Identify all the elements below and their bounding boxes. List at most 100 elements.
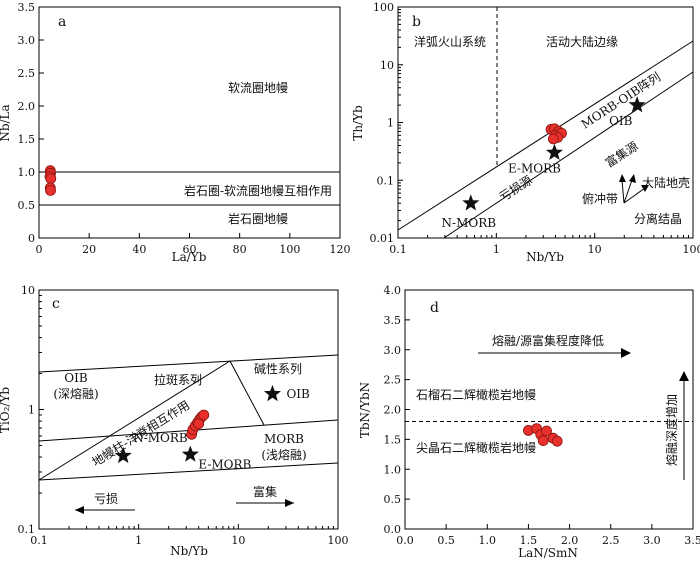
x-tick-label: 0.1 bbox=[389, 243, 407, 256]
x-tick-label: 100 bbox=[279, 243, 300, 256]
y-tick-label: 2.5 bbox=[18, 67, 36, 80]
y-tick-label: 1.0 bbox=[384, 463, 402, 476]
y-tick-label: 1.5 bbox=[384, 433, 402, 446]
y-tick-label: 3.0 bbox=[18, 34, 36, 47]
panel-b-array-lower bbox=[443, 71, 694, 239]
panel-b-vectors bbox=[619, 174, 649, 204]
x-tick-label: 100 bbox=[328, 534, 349, 547]
panel-c-arrows bbox=[75, 499, 294, 514]
sample-point bbox=[551, 435, 563, 447]
y-tick-label: 10 bbox=[21, 284, 35, 297]
sample-point bbox=[198, 409, 210, 421]
panel-c-ann-morb: MORB bbox=[264, 432, 304, 446]
panel-b-ann-subduction: 俯冲带 bbox=[582, 191, 618, 206]
sample-point bbox=[547, 133, 559, 145]
panel-a-ann-interaction: 岩石圈-软流圈地幔互相作用 bbox=[184, 183, 332, 198]
y-tick-label: 2.0 bbox=[384, 404, 402, 417]
panel-a-xlabel: La/Yb bbox=[172, 250, 207, 264]
panel-a-reference-lines bbox=[39, 171, 340, 206]
panel-b-ylabel: Th/Yb bbox=[351, 105, 365, 141]
panel-d-ann-melting: 熔融/源富集程度降低 bbox=[492, 333, 604, 348]
panel-c-xlabel: Nb/Yb bbox=[170, 544, 208, 558]
x-tick-label: 0 bbox=[36, 243, 43, 256]
reference-star-label: OIB bbox=[286, 387, 310, 401]
d-arrow-melting-head bbox=[621, 348, 631, 358]
reference-star bbox=[462, 194, 480, 211]
c-line-lower bbox=[38, 462, 339, 481]
y-tick-label: 2.5 bbox=[384, 374, 402, 387]
panel-d-frame bbox=[404, 289, 694, 530]
reference-star-label: N-MORB bbox=[133, 431, 188, 445]
panel-d-letter: d bbox=[430, 300, 439, 316]
x-tick-label: 0.0 bbox=[396, 534, 414, 547]
panel-d-points bbox=[523, 423, 563, 447]
panel-a-letter: a bbox=[58, 14, 66, 30]
panel-b-ann-active-margin: 活动大陆边缘 bbox=[546, 34, 618, 49]
c-arrow-depleted-head bbox=[75, 506, 84, 514]
c-line-upper bbox=[38, 354, 339, 373]
panel-d-ann-depth: 熔融深度增加 bbox=[664, 394, 679, 466]
vector-crust-arrowhead bbox=[629, 174, 636, 183]
panel-d-ann-garnet: 石榴石二辉橄榄岩地幔 bbox=[416, 387, 536, 402]
y-tick-label: 100 bbox=[373, 1, 394, 14]
panel-c-ylabel: TiO₂/Yb bbox=[0, 387, 12, 433]
vector-subduction bbox=[621, 179, 625, 204]
panel-a-ann-lithosphere: 岩石圈地幔 bbox=[228, 211, 288, 226]
x-tick-label: 10 bbox=[588, 243, 602, 256]
panel-a-ylabel: Nb/La bbox=[0, 104, 12, 141]
panel-a-ticks: 0 20 40 60 80 100 120 0 0.5 1.0 1.5 2.0 2.5 3.0 3.5 bbox=[18, 1, 351, 256]
c-line-alkaline bbox=[229, 360, 265, 426]
panel-b-reference-points: N-MORB E-MORB OIB bbox=[442, 96, 646, 230]
x-tick-label: 3.0 bbox=[643, 534, 661, 547]
x-tick-label: 100 bbox=[683, 243, 700, 256]
y-tick-label: 0.1 bbox=[18, 523, 36, 536]
y-tick-label: 10 bbox=[380, 59, 394, 72]
panel-c-ann-tholeiitic: 拉斑系列 bbox=[154, 372, 202, 387]
panel-c-ann-oib: OIB bbox=[64, 371, 88, 385]
reference-star bbox=[114, 446, 132, 464]
reference-star bbox=[263, 384, 281, 402]
reference-star-label: N-MORB bbox=[442, 216, 497, 230]
panel-a-frame bbox=[38, 6, 341, 239]
panel-d-ylabel: TbN/YbN bbox=[358, 382, 372, 438]
panel-c-ann-enriched: 富集 bbox=[253, 484, 277, 499]
reference-star-label: E-MORB bbox=[198, 458, 251, 472]
y-tick-label: 1 bbox=[28, 404, 35, 417]
x-tick-label: 1.0 bbox=[479, 534, 497, 547]
x-tick-label: 2.5 bbox=[602, 534, 620, 547]
x-tick-label: 60 bbox=[183, 243, 197, 256]
panel-c-letter: c bbox=[52, 296, 60, 312]
panel-b-ann-crust: 大陆地壳 bbox=[642, 175, 690, 190]
panel-c: 0.1 1 10 100 0.1 1 10 c Nb/Yb TiO₂/Yb OIB (深熔融… bbox=[0, 284, 349, 558]
x-tick-label: 1 bbox=[135, 534, 142, 547]
y-tick-label: 0.01 bbox=[370, 232, 395, 245]
x-tick-label: 120 bbox=[330, 243, 351, 256]
panel-c-ann-alkaline: 碱性系列 bbox=[254, 362, 302, 376]
x-tick-label: 80 bbox=[233, 243, 247, 256]
panel-d: 0.0 0.5 1.0 1.5 2.0 2.5 3.0 3.5 0.0 0.5 1.0 1.5 2.0 2… bbox=[358, 284, 700, 560]
y-tick-label: 1.0 bbox=[18, 166, 36, 179]
y-tick-label: 0.5 bbox=[18, 199, 36, 212]
panel-d-xlabel: LaN/SmN bbox=[518, 546, 578, 560]
y-tick-label: 0.1 bbox=[377, 174, 395, 187]
panel-c-reference-points: N-MORB E-MORB OIB bbox=[114, 384, 310, 472]
y-tick-label: 3.0 bbox=[384, 344, 402, 357]
reference-star-label: OIB bbox=[609, 114, 633, 128]
y-tick-label: 4.0 bbox=[384, 284, 402, 297]
panel-b-ann-enriched: 富集源 bbox=[602, 138, 640, 170]
y-tick-label: 3.5 bbox=[384, 314, 402, 327]
vector-fractionation-arrowhead bbox=[641, 185, 649, 192]
sample-point bbox=[537, 435, 549, 446]
y-tick-label: 1.5 bbox=[18, 133, 36, 146]
x-tick-label: 20 bbox=[82, 243, 96, 256]
c-arrow-enriched-head bbox=[285, 499, 294, 507]
vector-fractionation bbox=[623, 187, 646, 204]
y-tick-label: 0.5 bbox=[384, 493, 402, 506]
y-tick-label: 0 bbox=[28, 232, 35, 245]
panel-c-ann-depleted: 亏损 bbox=[94, 492, 118, 506]
x-tick-label: 1 bbox=[493, 243, 500, 256]
panel-a-points bbox=[44, 165, 57, 196]
